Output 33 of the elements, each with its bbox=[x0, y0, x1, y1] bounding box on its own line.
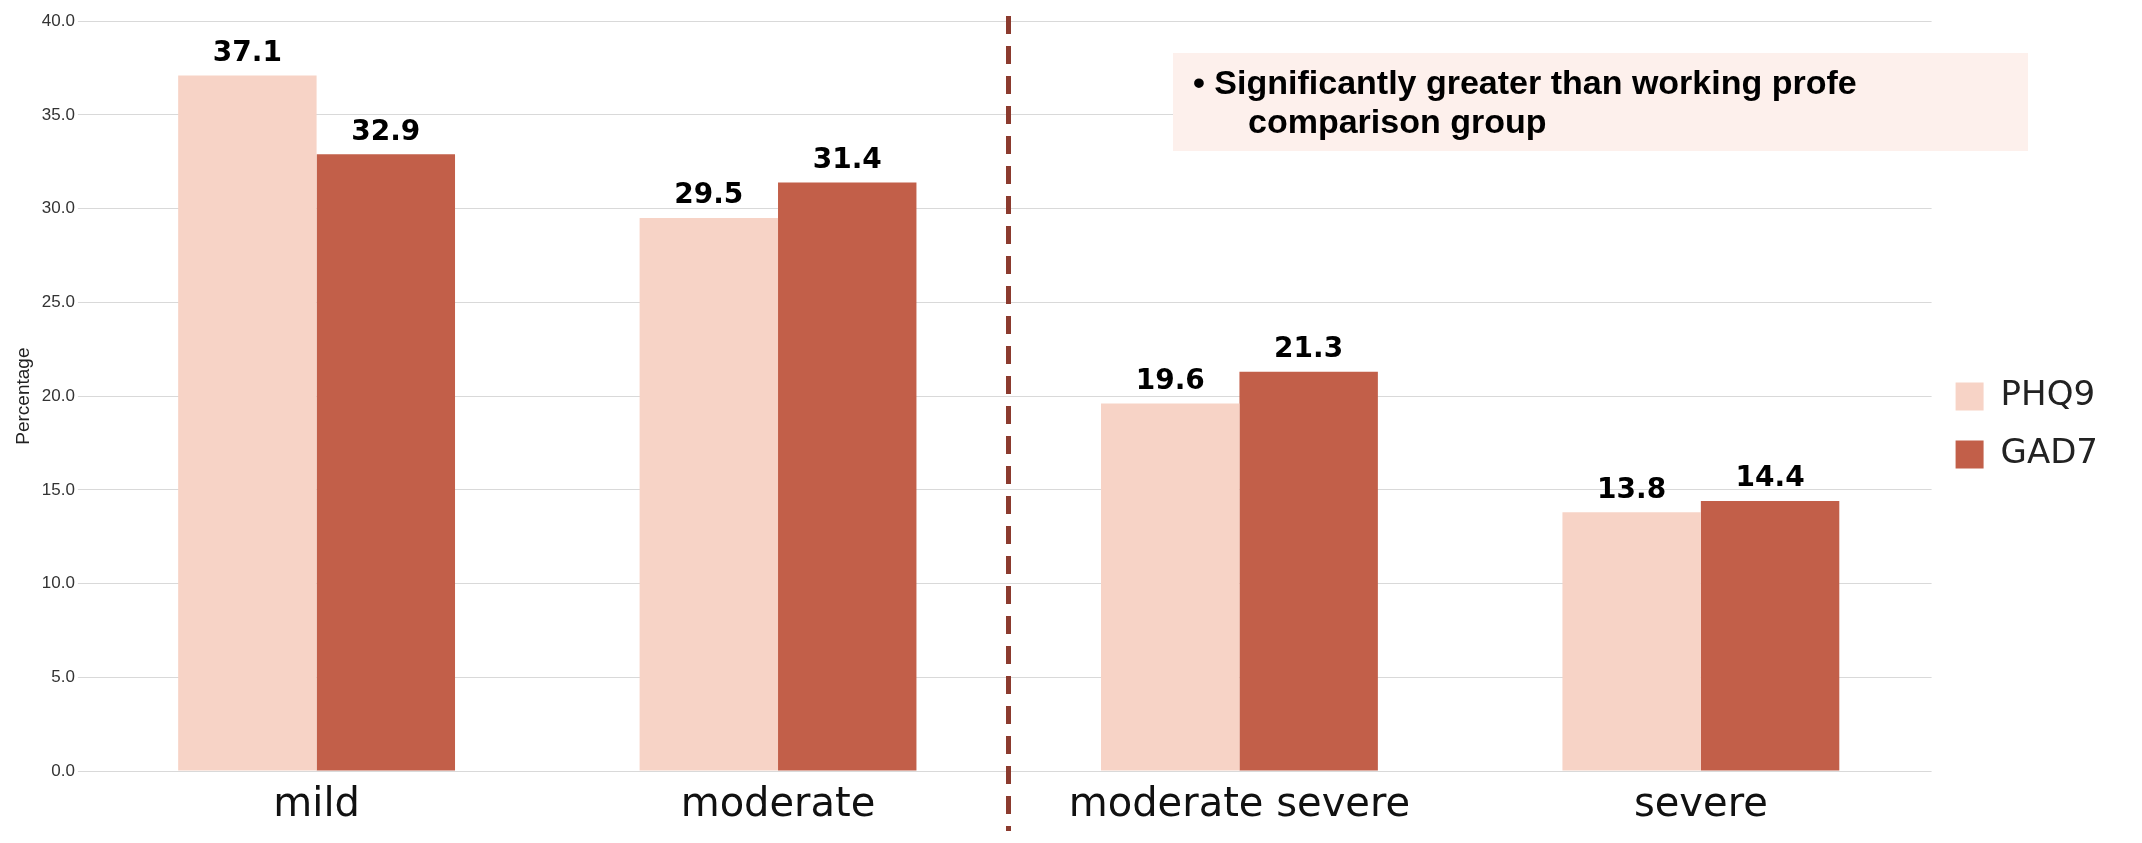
bar bbox=[1101, 403, 1240, 771]
bar bbox=[178, 75, 317, 771]
bar bbox=[316, 154, 456, 771]
data-label: 37.1 bbox=[212, 34, 282, 68]
y-tick-label: 15.0 bbox=[41, 479, 75, 499]
data-label: 32.9 bbox=[351, 113, 421, 147]
bar bbox=[1562, 512, 1701, 771]
data-label: 19.6 bbox=[1135, 362, 1205, 396]
y-tick-label: 35.0 bbox=[41, 104, 75, 124]
data-label: 29.5 bbox=[674, 177, 744, 211]
x-tick-label: severe bbox=[1633, 779, 1768, 826]
legend-label: GAD7 bbox=[2000, 431, 2098, 472]
note-box: • Significantly greater than working profe comparison group bbox=[1173, 53, 2028, 151]
data-label: 31.4 bbox=[812, 141, 882, 175]
y-tick-label: 5.0 bbox=[51, 666, 75, 686]
y-axis-title: Percentage bbox=[11, 347, 33, 445]
y-tick-label: 30.0 bbox=[41, 198, 75, 218]
data-label: 14.4 bbox=[1735, 460, 1805, 494]
bar bbox=[1239, 371, 1378, 771]
y-tick-label: 25.0 bbox=[41, 292, 75, 312]
y-tick-label: 10.0 bbox=[41, 573, 75, 593]
data-label: 13.8 bbox=[1597, 471, 1667, 505]
y-tick-label: 20.0 bbox=[41, 385, 75, 405]
bar bbox=[1700, 501, 1840, 771]
x-tick-label: moderate severe bbox=[1068, 779, 1411, 826]
x-tick-label: moderate bbox=[680, 779, 876, 826]
data-label: 21.3 bbox=[1274, 331, 1344, 365]
x-tick-label: mild bbox=[273, 779, 360, 826]
bar bbox=[639, 218, 779, 771]
legend-label: PHQ9 bbox=[2000, 373, 2096, 414]
bar bbox=[778, 182, 917, 771]
y-tick-label: 40.0 bbox=[41, 10, 75, 30]
y-tick-label: 0.0 bbox=[51, 760, 75, 780]
